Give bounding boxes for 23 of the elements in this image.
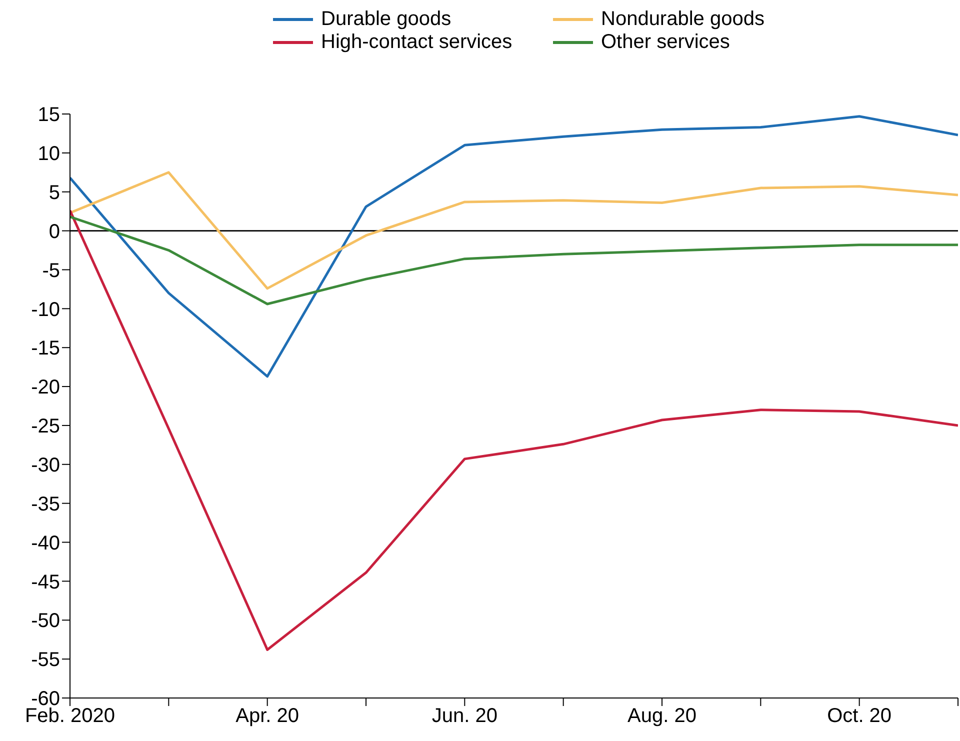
y-tick-label: -55 xyxy=(31,649,60,672)
x-tick-label: Oct. 20 xyxy=(827,705,892,728)
y-tick-label: 0 xyxy=(48,220,60,243)
x-tick-label: Apr. 20 xyxy=(236,705,300,728)
y-tick-label: -5 xyxy=(42,260,60,282)
legend-label: Nondurable goods xyxy=(601,8,764,31)
legend-label: Other services xyxy=(601,31,730,54)
legend-label: Durable goods xyxy=(321,8,452,31)
y-tick-label: -25 xyxy=(31,416,60,438)
x-tick-label: Aug. 20 xyxy=(628,705,696,728)
y-tick-label: -20 xyxy=(31,376,60,399)
legend-label: High-contact services xyxy=(321,31,512,54)
y-tick-label: -45 xyxy=(31,571,60,594)
y-tick-label: -10 xyxy=(31,298,60,321)
y-tick-label: 15 xyxy=(38,104,60,126)
y-tick-label: -15 xyxy=(31,338,60,360)
y-tick-label: -35 xyxy=(31,493,60,516)
y-tick-label: -30 xyxy=(31,454,60,476)
y-tick-label: -50 xyxy=(31,610,60,632)
x-tick-label: Jun. 20 xyxy=(432,705,498,728)
y-tick-label: 10 xyxy=(38,143,60,166)
y-tick-label: 5 xyxy=(48,182,60,204)
y-tick-label: -40 xyxy=(31,532,60,554)
